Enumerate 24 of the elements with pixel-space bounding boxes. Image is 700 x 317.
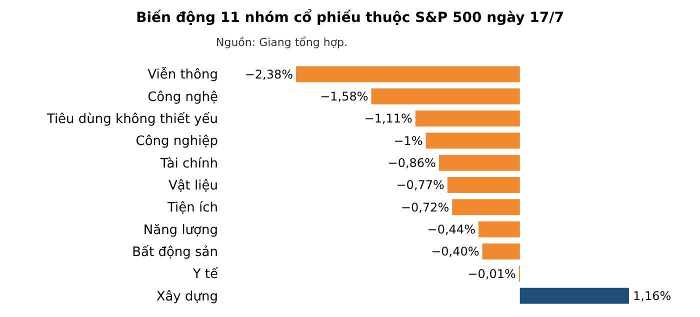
y-tick-label: Năng lượng — [143, 222, 218, 238]
data-label: −0,01% — [468, 266, 516, 281]
data-label: −0,72% — [400, 200, 450, 214]
data-label: −0,44% — [427, 222, 476, 237]
data-label: −2,38% — [244, 67, 293, 82]
data-label: −0,86% — [388, 156, 436, 170]
y-tick-label: Vật liệu — [168, 178, 218, 194]
y-tick-label: Tiêu dùng không thiết yếu — [46, 112, 218, 128]
data-label: −0,40% — [431, 244, 480, 259]
chart-subtitle: Nguồn: Giang tổng hợp. — [216, 36, 348, 49]
chart-title: Biến động 11 nhóm cổ phiếu thuộc S&P 500 ngày 17/7 — [136, 9, 564, 26]
y-tick-label: Bất động sản — [132, 245, 218, 260]
y-tick-label: Tiện ích — [166, 200, 218, 216]
data-label: 1,16% — [633, 289, 672, 304]
y-tick-label: Công nghiệp — [136, 134, 218, 150]
data-label: −0,77% — [396, 178, 444, 192]
y-tick-label: Tài chính — [159, 156, 218, 172]
y-tick-label: Y tế — [192, 267, 218, 282]
y-tick-label: Viễn thông — [148, 66, 218, 83]
data-label: −1,11% — [364, 112, 412, 126]
data-label: −1% — [394, 134, 423, 148]
y-tick-label: Công nghệ — [148, 90, 218, 105]
data-label: −1,58% — [320, 90, 368, 104]
y-tick-label: Xây dựng — [156, 289, 218, 304]
